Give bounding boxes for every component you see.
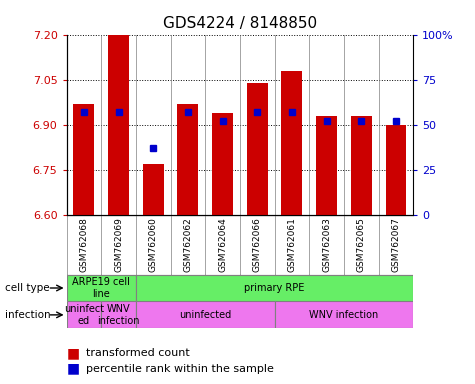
Bar (108, 35, 129, 215)
Bar (143, 164, 163, 215)
Text: GSM762062: GSM762062 (183, 217, 192, 271)
Text: GSM762069: GSM762069 (114, 217, 123, 272)
Bar (66, 275, 136, 301)
Text: primary RPE: primary RPE (244, 283, 305, 293)
Text: WNV
infection: WNV infection (97, 304, 140, 326)
Text: GSM762066: GSM762066 (253, 217, 262, 272)
Text: cell type: cell type (5, 283, 49, 293)
Text: infection: infection (5, 310, 50, 320)
Bar (282, 71, 302, 215)
Bar (275, 301, 413, 328)
Text: GSM762067: GSM762067 (391, 217, 400, 272)
Title: GDS4224 / 8148850: GDS4224 / 8148850 (163, 16, 317, 31)
Bar (66, 301, 101, 328)
Text: percentile rank within the sample: percentile rank within the sample (86, 364, 274, 374)
Text: ARPE19 cell
line: ARPE19 cell line (72, 277, 130, 299)
Bar (212, 113, 233, 215)
Text: WNV infection: WNV infection (309, 310, 379, 320)
Bar (136, 301, 275, 328)
Text: GSM762060: GSM762060 (149, 217, 158, 272)
Text: ■: ■ (66, 346, 80, 360)
Bar (386, 125, 406, 215)
Text: GSM762068: GSM762068 (79, 217, 88, 272)
Text: GSM762065: GSM762065 (357, 217, 366, 272)
Bar (101, 301, 136, 328)
Text: uninfected: uninfected (179, 310, 231, 320)
Bar (74, 104, 94, 215)
Bar (351, 116, 371, 215)
Text: GSM762063: GSM762063 (322, 217, 331, 272)
Text: GSM762064: GSM762064 (218, 217, 227, 271)
Text: uninfect
ed: uninfect ed (64, 304, 104, 326)
Bar (316, 116, 337, 215)
Bar (247, 83, 267, 215)
Bar (136, 275, 413, 301)
Text: transformed count: transformed count (86, 348, 189, 358)
Text: ■: ■ (66, 362, 80, 376)
Bar (178, 104, 198, 215)
Text: GSM762061: GSM762061 (287, 217, 296, 272)
